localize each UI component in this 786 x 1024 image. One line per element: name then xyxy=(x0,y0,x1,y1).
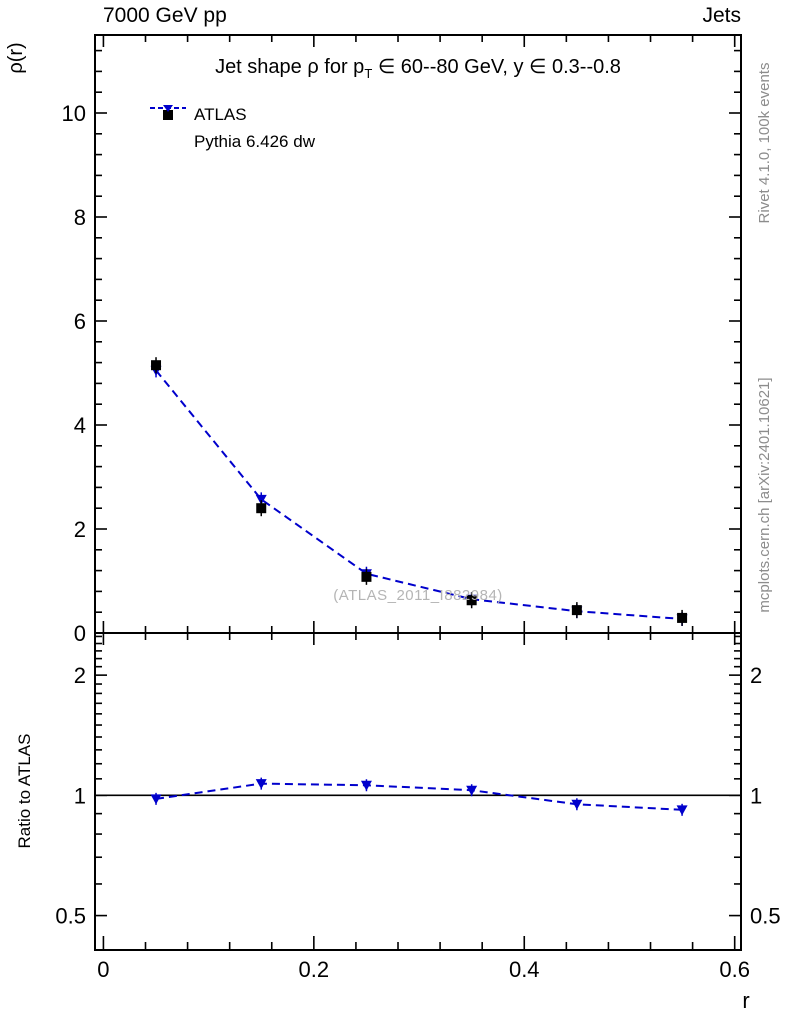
main-y-tick-label: 0 xyxy=(74,621,86,646)
x-tick-label: 0.2 xyxy=(299,957,330,982)
pythia-ratio-marker xyxy=(466,785,478,796)
atlas-marker xyxy=(466,595,477,606)
main-y-tick-label: 10 xyxy=(62,101,86,126)
mcplots-arxiv-note: mcplots.cern.ch [arXiv:2401.10621] xyxy=(756,377,773,612)
ratio-y-tick-label-right: 2 xyxy=(750,663,762,688)
legend-label-atlas: ATLAS xyxy=(194,104,247,124)
pythia-ratio-marker xyxy=(255,779,267,790)
plot-title: Jet shape ρ for pT ∈ 60--80 GeV, y ∈ 0.3… xyxy=(95,54,741,81)
plot-title-text-1: Jet shape ρ for p xyxy=(215,56,365,78)
header-beam-label: 7000 GeV pp xyxy=(103,4,227,27)
legend: ATLAS Pythia 6.426 dw xyxy=(148,101,315,155)
ratio-y-tick-label-left: 2 xyxy=(74,663,86,688)
x-tick-label: 0.6 xyxy=(719,957,750,982)
main-y-tick-label: 6 xyxy=(74,309,86,334)
pythia-ratio-marker xyxy=(571,799,583,810)
pythia-line-ratio xyxy=(155,782,683,811)
pythia-ratio-marker xyxy=(360,780,372,791)
ratio-y-tick-label-right: 0.5 xyxy=(750,904,781,929)
main-y-tick-label: 8 xyxy=(74,205,86,230)
plot-title-subscript: T xyxy=(364,66,373,81)
analysis-id-watermark: (ATLAS_2011_I882984) xyxy=(333,587,503,604)
x-axis-label: r xyxy=(742,988,749,1013)
pythia-ratio-marker xyxy=(150,794,162,805)
atlas-marker xyxy=(571,605,582,616)
rivet-version-note: Rivet 4.1.0, 100k events xyxy=(756,63,773,224)
main-y-tick-label: 2 xyxy=(74,517,86,542)
x-tick-label: 0 xyxy=(97,957,109,982)
atlas-marker xyxy=(677,612,688,623)
plot-title-text-2: ∈ 60--80 GeV, y ∈ 0.3--0.8 xyxy=(372,56,621,78)
atlas-square-marker-icon xyxy=(148,109,188,120)
x-tick-label: 0.4 xyxy=(509,957,540,982)
y-axis-label-ratio: Ratio to ATLAS xyxy=(15,734,34,849)
legend-label-pythia: Pythia 6.426 dw xyxy=(194,131,315,151)
pythia-line-main xyxy=(155,369,683,620)
pythia-marker xyxy=(255,494,267,505)
legend-item-atlas: ATLAS xyxy=(148,101,315,128)
ratio-y-tick-label-left: 0.5 xyxy=(55,904,86,929)
pythia-ratio-marker xyxy=(676,805,688,816)
legend-item-pythia: Pythia 6.426 dw xyxy=(148,105,315,155)
ratio-y-tick-label-right: 1 xyxy=(750,783,762,808)
main-y-tick-label: 4 xyxy=(74,413,86,438)
atlas-marker xyxy=(256,503,267,514)
atlas-marker xyxy=(361,571,372,582)
y-axis-label-main: ρ(r) xyxy=(5,42,27,73)
ratio-panel-frame xyxy=(94,632,742,951)
header-process-label: Jets xyxy=(702,4,741,27)
ratio-y-tick-label-left: 1 xyxy=(74,783,86,808)
atlas-marker xyxy=(151,360,162,371)
